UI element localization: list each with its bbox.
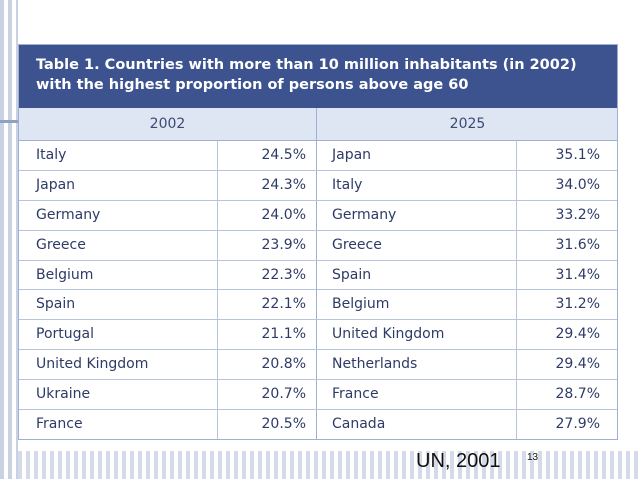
percent-2025-cell: 31.2% (555, 296, 600, 313)
table-title: Table 1. Countries with more than 10 mil… (18, 44, 618, 108)
column-divider (217, 230, 218, 260)
column-divider (316, 350, 317, 380)
percent-2025-cell: 27.9% (555, 416, 600, 433)
country-2002-cell: Portugal (36, 326, 94, 343)
percent-2002-cell: 24.5% (261, 147, 306, 163)
column-divider (316, 320, 317, 350)
column-divider (516, 410, 517, 440)
country-2002-cell: Belgium (36, 266, 94, 283)
percent-2002-cell: 22.1% (261, 296, 306, 313)
percent-2025-cell: 31.6% (555, 236, 600, 253)
column-divider (316, 170, 317, 200)
left-decorative-stripes (0, 0, 18, 479)
country-2002-cell: Japan (36, 176, 76, 193)
column-divider (316, 380, 317, 410)
country-2025-cell: France (332, 386, 379, 403)
percent-2025-cell: 29.4% (555, 326, 600, 343)
header-2002: 2002 (149, 116, 186, 132)
column-divider (316, 260, 317, 290)
country-2025-cell: Netherlands (332, 356, 418, 373)
table-row: Ukraine 20.7% France 28.7% (18, 380, 618, 411)
percent-2002-cell: 20.7% (261, 386, 306, 403)
column-divider (316, 290, 317, 320)
column-divider (516, 260, 517, 290)
column-divider (516, 350, 517, 380)
country-2025-cell: Belgium (332, 296, 390, 313)
country-2025-cell: Canada (332, 416, 386, 433)
column-divider (316, 230, 317, 260)
percent-2002-cell: 24.0% (261, 206, 306, 223)
column-divider (516, 380, 517, 410)
percent-2025-cell: 28.7% (555, 386, 600, 403)
country-2002-cell: France (36, 416, 83, 433)
table-row: Greece 23.9% Greece 31.6% (18, 230, 618, 261)
country-2025-cell: Italy (332, 176, 363, 193)
table-row: Germany 24.0% Germany 33.2% (18, 200, 618, 231)
table-header-row: 2002 2025 (18, 108, 618, 141)
country-2002-cell: Ukraine (36, 386, 91, 403)
table-row: Spain 22.1% Belgium 31.2% (18, 290, 618, 321)
percent-2025-cell: 34.0% (555, 176, 600, 193)
percent-2002-cell: 20.5% (261, 416, 306, 433)
column-divider (217, 320, 218, 350)
table-body: Italy 24.5% Japan 35.1% Japan 24.3% Italy 34.0%… (18, 141, 618, 440)
column-divider (217, 200, 218, 230)
table-row: Belgium 22.3% Spain 31.4% (18, 260, 618, 291)
bottom-decorative-stripes (18, 451, 638, 479)
country-2025-cell: United Kingdom (332, 326, 445, 343)
percent-2025-cell: 33.2% (555, 206, 600, 223)
percent-2025-cell: 29.4% (555, 356, 600, 373)
column-divider (516, 230, 517, 260)
table-row: France 20.5% Canada 27.9% (18, 410, 618, 440)
page-number: 13 (527, 452, 539, 463)
left-accent-line (0, 120, 18, 123)
column-divider (217, 350, 218, 380)
column-divider (316, 410, 317, 440)
data-table: Table 1. Countries with more than 10 mil… (18, 44, 618, 440)
country-2002-cell: Italy (36, 147, 67, 163)
column-divider (217, 410, 218, 440)
table-row: Portugal 21.1% United Kingdom 29.4% (18, 320, 618, 351)
country-2025-cell: Spain (332, 266, 372, 283)
column-divider (516, 290, 517, 320)
percent-2002-cell: 21.1% (261, 326, 306, 343)
column-divider (516, 320, 517, 350)
column-divider (316, 200, 317, 230)
percent-2025-cell: 35.1% (555, 147, 600, 163)
column-divider (217, 170, 218, 200)
column-divider (217, 290, 218, 320)
column-divider (217, 260, 218, 290)
column-divider (217, 380, 218, 410)
country-2025-cell: Japan (332, 147, 372, 163)
column-divider (516, 200, 517, 230)
country-2002-cell: Germany (36, 206, 101, 223)
percent-2002-cell: 22.3% (261, 266, 306, 283)
percent-2025-cell: 31.4% (555, 266, 600, 283)
table-row: United Kingdom 20.8% Netherlands 29.4% (18, 350, 618, 381)
percent-2002-cell: 23.9% (261, 236, 306, 253)
country-2002-cell: Greece (36, 236, 86, 253)
source-citation: UN, 2001 (416, 450, 501, 472)
table-row: Japan 24.3% Italy 34.0% (18, 170, 618, 201)
column-divider (217, 141, 218, 170)
country-2002-cell: United Kingdom (36, 356, 149, 373)
column-divider (516, 170, 517, 200)
header-2025: 2025 (449, 116, 486, 132)
column-divider (316, 141, 317, 170)
table-row: Italy 24.5% Japan 35.1% (18, 141, 618, 171)
country-2025-cell: Germany (332, 206, 397, 223)
percent-2002-cell: 24.3% (261, 176, 306, 193)
percent-2002-cell: 20.8% (261, 356, 306, 373)
country-2002-cell: Spain (36, 296, 76, 313)
column-divider (516, 141, 517, 170)
country-2025-cell: Greece (332, 236, 382, 253)
